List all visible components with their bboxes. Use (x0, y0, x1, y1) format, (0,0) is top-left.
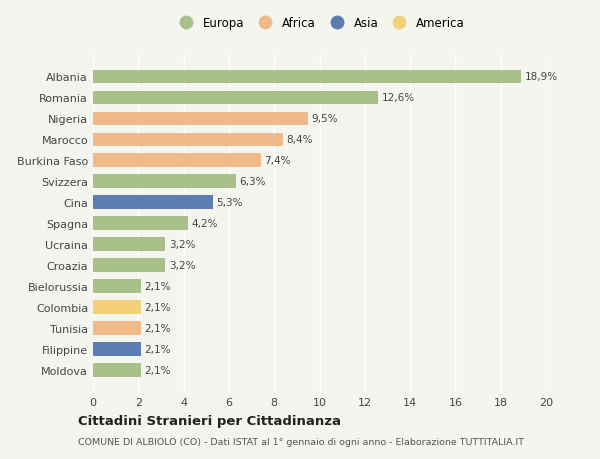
Text: 2,1%: 2,1% (144, 324, 170, 333)
Bar (93, 322, 140, 335)
Text: 5,3%: 5,3% (217, 198, 243, 208)
Text: 6,3%: 6,3% (239, 177, 266, 187)
Text: 18,9%: 18,9% (524, 72, 557, 82)
Legend: Europa, Africa, Asia, America: Europa, Africa, Asia, America (171, 14, 468, 34)
Bar (93, 217, 188, 230)
Bar (93, 154, 260, 168)
Bar (93, 175, 236, 189)
Text: 2,1%: 2,1% (144, 302, 170, 313)
Bar (93, 238, 166, 252)
Text: 2,1%: 2,1% (144, 365, 170, 375)
Bar (93, 91, 379, 105)
Text: COMUNE DI ALBIOLO (CO) - Dati ISTAT al 1° gennaio di ogni anno - Elaborazione TU: COMUNE DI ALBIOLO (CO) - Dati ISTAT al 1… (78, 437, 524, 446)
Bar (93, 112, 308, 126)
Text: 2,1%: 2,1% (144, 344, 170, 354)
Bar (93, 364, 140, 377)
Text: 7,4%: 7,4% (264, 156, 290, 166)
Bar (93, 280, 140, 293)
Bar (93, 196, 213, 210)
Text: 12,6%: 12,6% (382, 93, 415, 103)
Text: 2,1%: 2,1% (144, 281, 170, 291)
Text: 4,2%: 4,2% (191, 219, 218, 229)
Text: 3,2%: 3,2% (169, 261, 196, 271)
Bar (93, 133, 283, 147)
Bar (93, 70, 521, 84)
Text: 8,4%: 8,4% (287, 135, 313, 145)
Text: 3,2%: 3,2% (169, 240, 196, 250)
Bar (93, 301, 140, 314)
Text: 9,5%: 9,5% (311, 114, 338, 124)
Text: Cittadini Stranieri per Cittadinanza: Cittadini Stranieri per Cittadinanza (78, 414, 341, 428)
Bar (93, 259, 166, 273)
Bar (93, 342, 140, 356)
